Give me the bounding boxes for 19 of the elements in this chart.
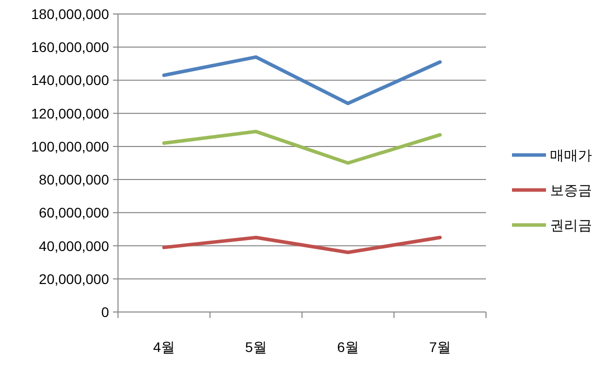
x-tick-label: 4월 <box>153 339 175 355</box>
line-series <box>162 130 442 165</box>
y-tick-label: 100,000,000 <box>31 138 110 154</box>
legend-label: 매매가 <box>550 147 592 163</box>
x-tick-label: 5월 <box>245 339 267 355</box>
legend-label: 보증금 <box>550 182 592 198</box>
x-tick-label: 6월 <box>337 339 359 355</box>
y-tick-label: 80,000,000 <box>38 172 110 188</box>
legend-label: 권리금 <box>550 217 592 233</box>
y-tick-label: 40,000,000 <box>38 238 110 254</box>
y-tick-label: 120,000,000 <box>31 105 110 122</box>
y-tick-label: 60,000,000 <box>38 204 110 221</box>
y-tick-label: 160,000,000 <box>31 39 110 56</box>
y-tick-label: 0 <box>101 304 110 320</box>
y-tick-label: 180,000,000 <box>31 6 110 22</box>
line-series <box>162 55 442 106</box>
y-tick-label: 140,000,000 <box>31 72 110 88</box>
x-tick-label: 7월 <box>429 339 451 355</box>
y-tick-label: 20,000,000 <box>38 270 110 287</box>
